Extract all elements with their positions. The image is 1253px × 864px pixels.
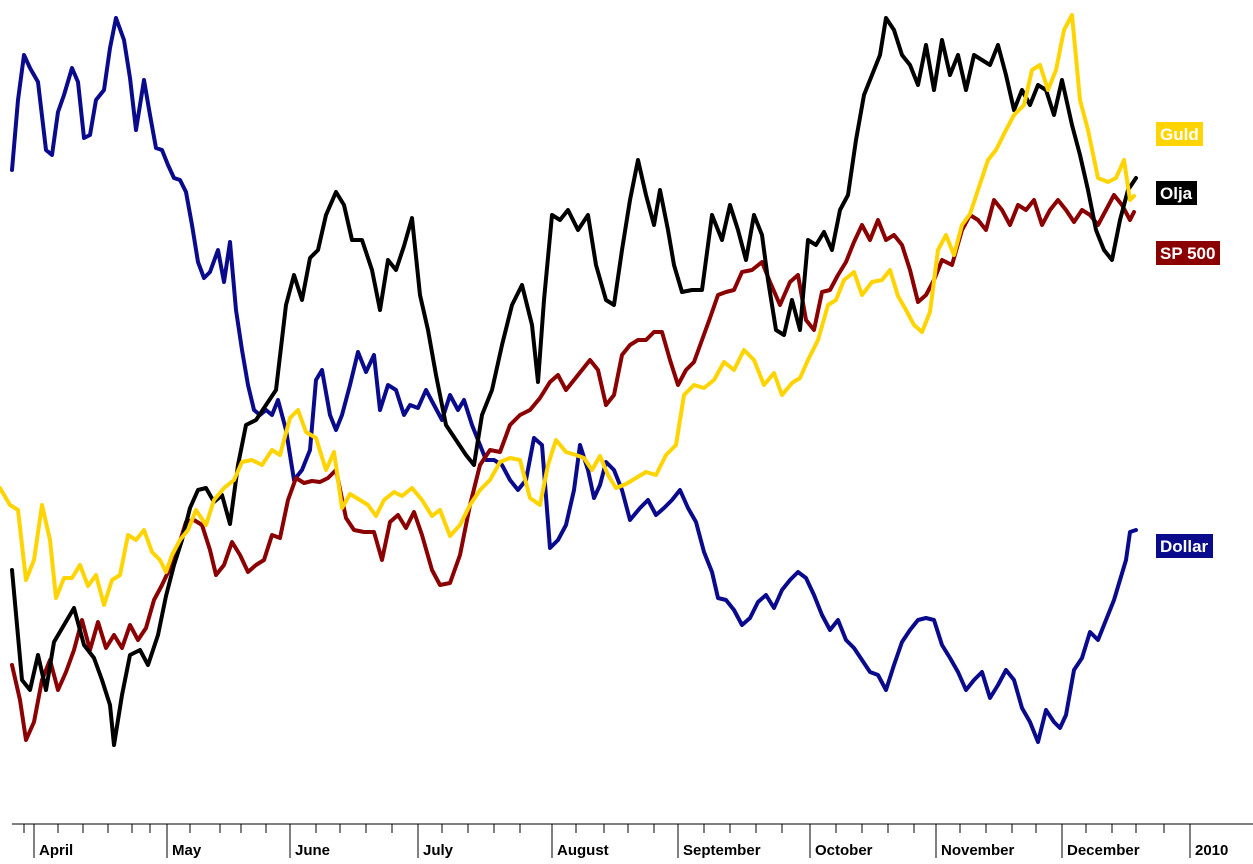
series-label-text: Olja (1160, 184, 1193, 203)
series-label-dollar: Dollar (1156, 534, 1213, 558)
month-label: August (557, 842, 609, 859)
series-line-dollar (10, 16, 1138, 744)
month-label: September (683, 842, 761, 859)
series-label-box (1156, 122, 1203, 146)
series-line-olja (10, 16, 1138, 747)
series-label-box (1156, 241, 1220, 265)
series-labels: Guld Olja SP 500 Dollar (1156, 122, 1220, 558)
series-label-text: SP 500 (1160, 244, 1215, 263)
series-line-guld (0, 13, 1136, 607)
series-label-text: Guld (1160, 125, 1199, 144)
month-label: November (941, 842, 1015, 859)
month-label: 2010 (1195, 842, 1228, 859)
series-label-guld: Guld (1156, 122, 1203, 146)
series-label-sp-500: SP 500 (1156, 241, 1220, 265)
series-line-sp-500 (10, 193, 1136, 742)
month-label: October (815, 842, 873, 859)
month-label: May (172, 842, 202, 859)
series-lines (0, 13, 1138, 747)
series-label-box (1156, 534, 1213, 558)
month-label: June (295, 842, 330, 859)
series-label-box (1156, 181, 1197, 205)
series-label-text: Dollar (1160, 537, 1209, 556)
month-label: December (1067, 842, 1140, 859)
month-axis: April May June July August September October No… (12, 823, 1253, 859)
series-label-olja: Olja (1156, 181, 1197, 205)
month-label: July (423, 842, 454, 859)
month-label: April (39, 842, 73, 859)
